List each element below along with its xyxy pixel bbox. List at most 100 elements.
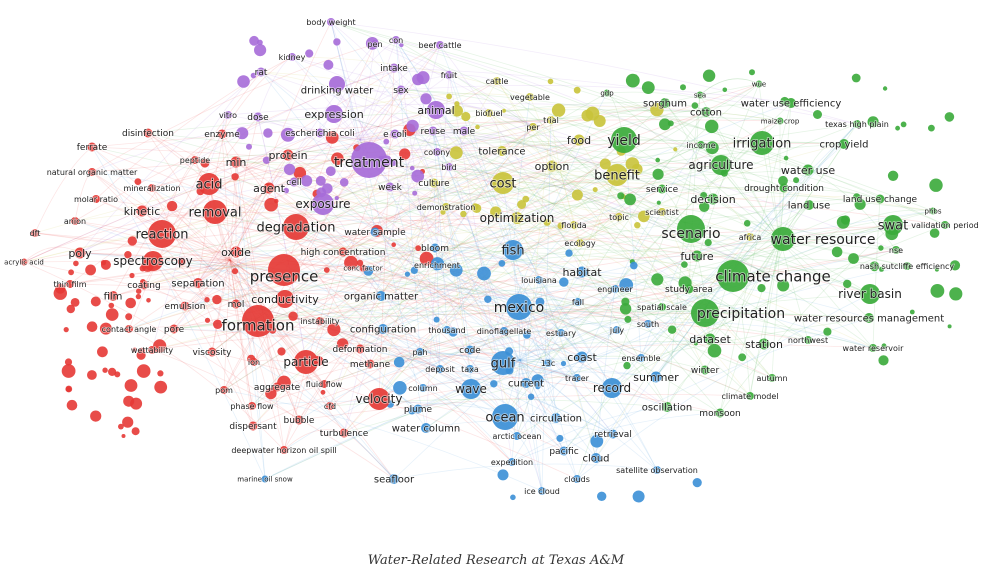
edge <box>322 139 580 205</box>
term-node <box>746 233 754 241</box>
term-node <box>485 109 493 117</box>
edge <box>519 359 578 379</box>
edge <box>512 96 531 251</box>
term-node <box>355 344 365 354</box>
term-label: sea <box>694 91 706 99</box>
term-label: deformation <box>333 345 388 355</box>
edge <box>425 420 614 435</box>
term-node <box>836 215 850 229</box>
edge <box>822 209 934 240</box>
edge <box>184 83 760 307</box>
edge <box>161 44 441 235</box>
term-node <box>315 175 326 186</box>
edge <box>516 217 874 349</box>
edge <box>151 236 751 351</box>
term-node <box>650 102 664 117</box>
edge <box>368 161 614 435</box>
edge <box>211 116 259 353</box>
edge <box>330 21 427 429</box>
edge <box>147 132 897 251</box>
term-node <box>90 296 101 307</box>
term-label: enzyme <box>204 130 240 140</box>
term-label: pen <box>367 40 382 49</box>
term-label: 13c <box>541 359 556 368</box>
term-label: nash sutcliffe efficiency <box>860 262 955 271</box>
term-node <box>535 297 545 307</box>
term-node <box>854 198 866 210</box>
edge <box>295 89 402 228</box>
edge <box>519 359 613 389</box>
term-label: organic matter <box>344 292 419 303</box>
term-node <box>750 131 774 155</box>
edge <box>229 259 321 322</box>
term-node <box>641 81 655 94</box>
edge <box>91 119 781 148</box>
term-node <box>651 273 664 286</box>
edge <box>547 120 781 364</box>
term-label: culture <box>418 179 450 189</box>
term-node <box>325 131 339 144</box>
term-label: dataset <box>689 333 731 346</box>
term-node <box>442 203 450 211</box>
term-node <box>947 324 952 329</box>
term-node <box>860 284 880 304</box>
edge <box>184 259 231 307</box>
term-label: irrigation <box>733 137 792 152</box>
edge <box>305 279 540 363</box>
edge <box>511 412 721 463</box>
edge <box>34 146 93 234</box>
term-label: peptide <box>180 156 211 165</box>
term-node <box>570 221 578 229</box>
term-node <box>242 305 274 337</box>
term-node <box>793 177 800 184</box>
term-label: contact angle <box>102 325 157 334</box>
edge <box>469 224 575 370</box>
edge <box>336 89 534 128</box>
term-label: water resources management <box>794 314 944 325</box>
term-node <box>783 155 789 161</box>
term-label: per <box>526 123 540 132</box>
term-label: reuse <box>421 127 446 137</box>
term-label: scenario <box>661 226 720 242</box>
term-node <box>758 338 770 350</box>
edge <box>439 44 583 273</box>
edge <box>563 123 858 452</box>
edge <box>559 169 663 213</box>
term-label: cfd <box>324 402 336 411</box>
edge <box>518 296 663 308</box>
edge <box>112 188 663 297</box>
edge <box>664 102 714 200</box>
term-node <box>127 236 137 246</box>
term-label: con <box>389 36 403 45</box>
term-node <box>662 402 672 412</box>
edge <box>295 215 575 228</box>
term-node <box>283 214 309 240</box>
edge <box>229 259 286 300</box>
term-label: ecology <box>564 239 595 248</box>
term-node <box>696 91 704 99</box>
edge <box>74 202 447 222</box>
term-node <box>535 383 541 390</box>
term-label: fall <box>572 298 584 307</box>
edge <box>519 288 616 361</box>
term-node <box>929 207 937 215</box>
edge <box>143 259 231 286</box>
term-node <box>573 134 585 146</box>
term-node <box>85 264 96 276</box>
term-node <box>557 329 565 337</box>
term-label: mineralization <box>123 184 180 193</box>
edge <box>606 92 781 241</box>
edge <box>229 259 380 400</box>
edge <box>436 151 742 314</box>
term-node <box>276 290 294 308</box>
term-node <box>449 263 463 277</box>
edge <box>257 116 361 141</box>
edge <box>550 110 781 122</box>
edge <box>503 330 521 361</box>
edge <box>173 328 578 379</box>
term-node <box>249 35 259 46</box>
edge <box>516 249 897 437</box>
term-node <box>294 350 318 374</box>
edge <box>276 249 897 388</box>
term-node <box>272 382 282 392</box>
